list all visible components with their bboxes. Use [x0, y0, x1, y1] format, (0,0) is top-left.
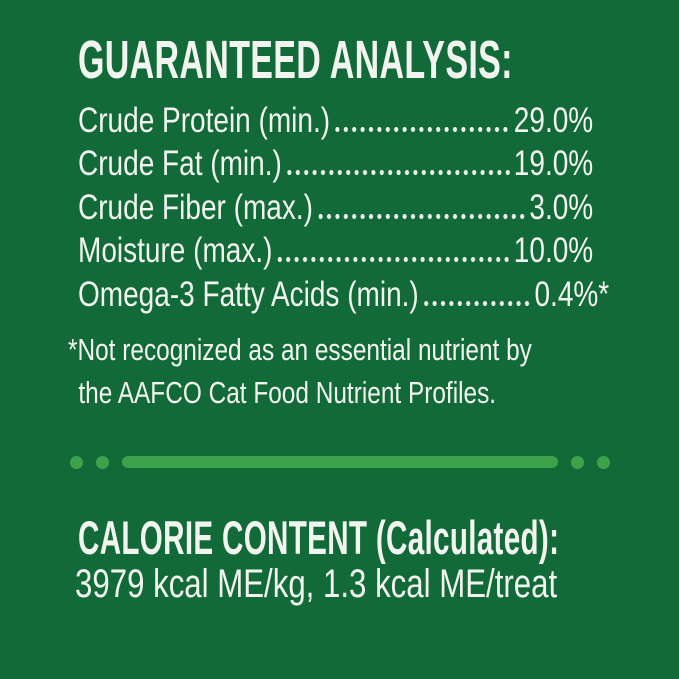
nutrient-value: 3.0% [529, 187, 594, 227]
nutrient-value: 10.0% [513, 231, 594, 271]
nutrient-label: Crude Protein (min.) [78, 101, 331, 140]
guaranteed-analysis-title: GUARANTEED ANALYSIS: [78, 30, 513, 90]
nutrient-row: Crude Protein (min.) 29.0% [78, 99, 593, 142]
dotted-leader [274, 257, 511, 263]
nutrient-label: Crude Fiber (max.) [78, 187, 313, 227]
nutrient-row: Omega-3 Fatty Acids (min.) 0.4%* [78, 273, 609, 316]
nutrient-label: Moisture (max.) [78, 231, 273, 271]
nutrient-row: Moisture (max.) 10.0% [78, 229, 593, 272]
dotted-leader [283, 170, 511, 176]
nutrient-value: 29.0% [513, 101, 594, 140]
divider-line [122, 456, 558, 468]
divider-dot-icon [96, 455, 109, 469]
divider-dot-icon [571, 455, 584, 469]
dotted-leader [331, 127, 511, 132]
nutrient-row: Crude Fiber (max.) 3.0% [78, 186, 593, 229]
nutrient-row: Crude Fat (min.) 19.0% [78, 142, 593, 185]
divider-dot-icon [70, 455, 83, 469]
dotted-leader [314, 213, 527, 219]
footnote-line: *Not recognized as an essential nutrient… [68, 333, 532, 367]
section-divider [70, 455, 610, 469]
calorie-content-title: CALORIE CONTENT (Calculated): [78, 511, 560, 564]
nutrient-label: Crude Fat (min.) [78, 144, 282, 184]
guaranteed-analysis-table: Crude Protein (min.) 29.0% Crude Fat (mi… [78, 99, 609, 316]
nutrient-value: 0.4%* [534, 274, 610, 314]
nutrient-label: Omega-3 Fatty Acids (min.) [78, 274, 419, 314]
calorie-content-value: 3979 kcal ME/kg, 1.3 kcal ME/treat [75, 562, 558, 606]
aafco-footnote: *Not recognized as an essential nutrient… [68, 329, 628, 415]
dotted-leader [420, 300, 532, 306]
footnote-line: the AAFCO Cat Food Nutrient Profiles. [78, 376, 497, 410]
divider-dot-icon [597, 455, 610, 469]
nutrient-value: 19.0% [513, 144, 594, 184]
